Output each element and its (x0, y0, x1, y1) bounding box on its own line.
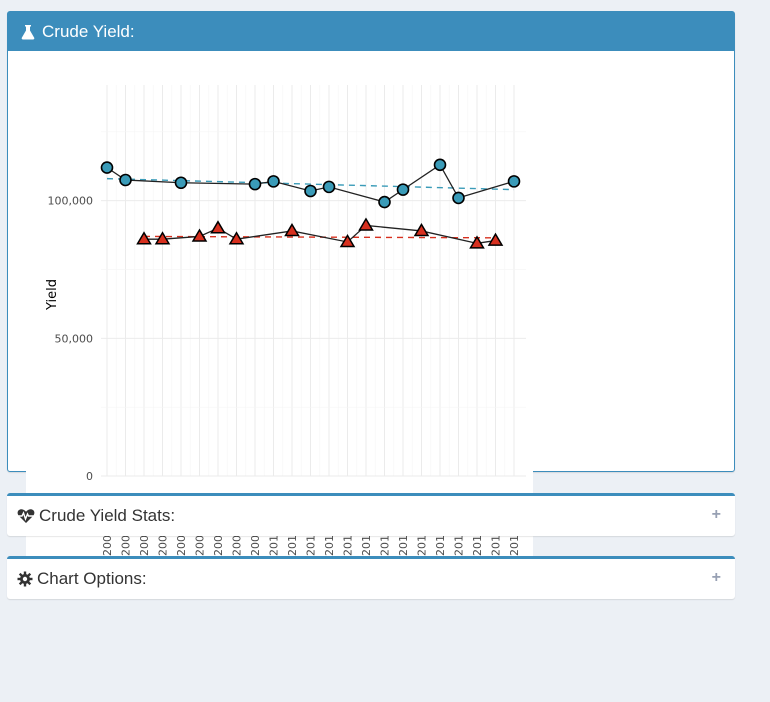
y-tick-label: 0 (86, 470, 93, 483)
flask-icon (21, 24, 35, 39)
trend-line (106, 177, 515, 191)
data-point (507, 175, 521, 188)
data-point (174, 176, 188, 190)
panel-header: Crude Yield: (8, 12, 734, 51)
x-tick-label: 200 (194, 535, 207, 556)
data-point (284, 222, 300, 237)
x-tick-label: 201 (268, 535, 281, 556)
x-tick-label: 201 (434, 535, 447, 556)
x-tick-label: 201 (360, 535, 373, 556)
gear-icon (17, 571, 33, 587)
x-tick-label: 201 (416, 535, 429, 556)
data-point (358, 217, 374, 231)
x-tick-label: 201 (471, 535, 484, 556)
x-tick-label: 201 (286, 535, 299, 556)
x-tick-label: 200 (249, 535, 262, 556)
expand-button[interactable]: + (711, 506, 721, 523)
x-tick-label: 201 (397, 535, 410, 556)
crude-yield-stats-panel[interactable]: Crude Yield Stats: + (7, 493, 735, 536)
x-tick-label: 200 (212, 535, 225, 556)
data-point (100, 161, 114, 174)
data-point (304, 184, 317, 198)
x-tick-label: 200 (231, 535, 244, 556)
data-point (191, 228, 208, 242)
x-tick-label: 200 (138, 535, 151, 556)
data-point (469, 235, 485, 249)
data-point (396, 183, 410, 196)
x-tick-label: 200 (157, 535, 170, 556)
data-point (248, 177, 262, 191)
y-tick-label: 50,000 (55, 332, 94, 345)
data-point (339, 233, 356, 248)
data-point (322, 180, 336, 194)
data-point (228, 231, 245, 245)
heartbeat-icon (17, 509, 35, 523)
x-tick-label: 201 (305, 535, 318, 556)
data-point (378, 195, 391, 209)
panel-title: Chart Options: (37, 569, 147, 588)
data-point (136, 231, 152, 245)
x-tick-label: 201 (379, 535, 392, 556)
x-tick-label: 200 (120, 535, 133, 556)
chart-svg: 0 50,000 100,000 Yield 200 200 200 200 200 200 200… (45, 85, 526, 556)
x-tick-label: 200 (175, 535, 188, 556)
data-point (267, 175, 280, 188)
data-point (154, 231, 171, 245)
chart-options-panel[interactable]: Chart Options: + (7, 556, 735, 599)
data-point (452, 191, 465, 205)
data-point (119, 173, 132, 187)
data-point (413, 222, 430, 237)
data-point (210, 220, 226, 234)
expand-button[interactable]: + (711, 569, 721, 586)
x-tick-label: 201 (323, 535, 336, 556)
y-tick-label: 100,000 (48, 195, 94, 208)
data-point (487, 232, 504, 246)
x-tick-label: 200 (101, 535, 114, 556)
data-point (433, 158, 447, 172)
series-line (106, 163, 515, 203)
panel-title: Crude Yield: (42, 21, 135, 41)
x-tick-label: 201 (342, 535, 355, 556)
x-tick-label: 201 (508, 535, 521, 556)
x-tick-label: 201 (453, 535, 466, 556)
crude-yield-chart: 0 50,000 100,000 Yield 200 200 200 200 200 200 200… (26, 73, 533, 556)
y-axis-label: Yield (45, 279, 60, 311)
panel-title: Crude Yield Stats: (39, 506, 176, 525)
x-tick-label: 201 (490, 535, 503, 556)
